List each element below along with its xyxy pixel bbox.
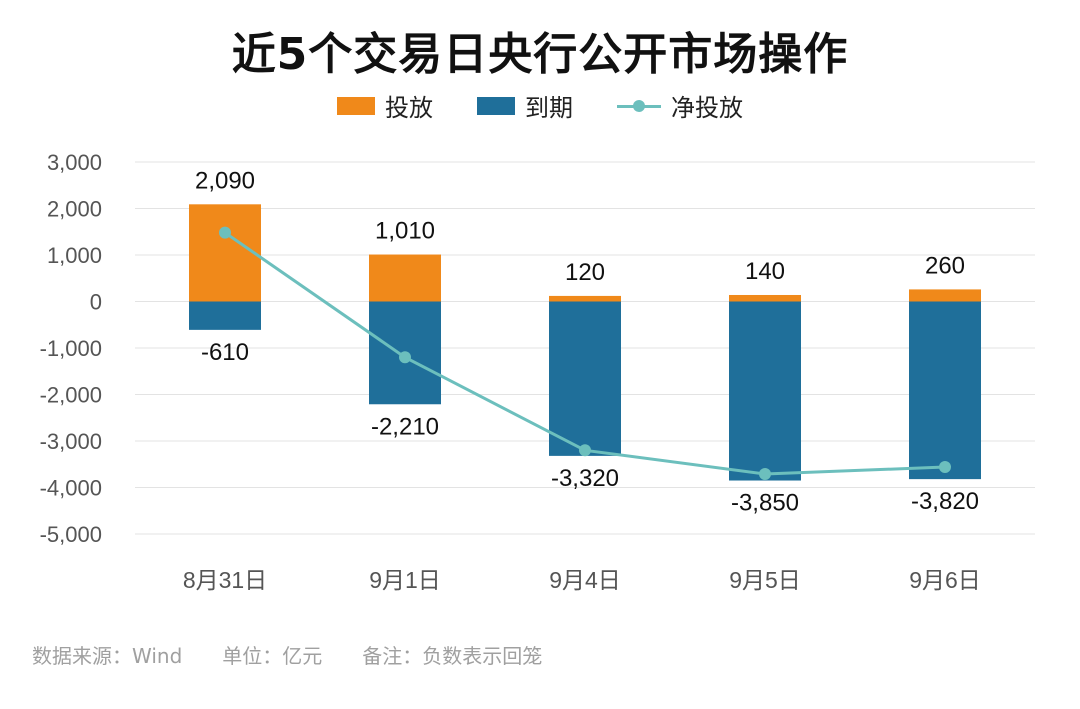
footer-source: 数据来源：Wind	[32, 644, 183, 668]
chart-title: 近5个交易日央行公开市场操作	[231, 29, 849, 80]
point-net	[399, 351, 411, 364]
y-tick-label: -4,000	[40, 476, 102, 501]
legend: 投放 到期 净投放	[0, 88, 1080, 123]
data-label-maturity: -3,850	[731, 490, 799, 517]
y-tick-label: -3,000	[40, 429, 102, 454]
legend-item-net: 净投放	[617, 88, 743, 123]
bar-release	[369, 254, 441, 302]
data-label-maturity: -2,210	[371, 413, 439, 440]
bar-release	[909, 289, 981, 302]
point-net	[759, 468, 771, 481]
bar-maturity	[549, 301, 621, 456]
footer-note: 备注：负数表示回笼	[362, 644, 543, 668]
data-label-maturity: -610	[201, 339, 249, 366]
point-net	[939, 461, 951, 474]
y-tick-label: -1,000	[40, 336, 102, 361]
footer-unit: 单位：亿元	[222, 644, 323, 668]
legend-label-release: 投放	[385, 94, 433, 122]
bar-maturity	[729, 301, 801, 481]
x-tick-label: 8月31日	[183, 567, 267, 593]
x-tick-label: 9月5日	[729, 567, 801, 593]
data-label-maturity: -3,320	[551, 465, 619, 492]
bar-maturity	[909, 301, 981, 480]
legend-swatch-maturity	[477, 96, 515, 115]
data-label-release: 260	[925, 252, 965, 279]
bar-release	[549, 295, 621, 302]
legend-item-release: 投放	[337, 88, 433, 123]
data-label-release: 1,010	[375, 218, 435, 245]
legend-label-maturity: 到期	[525, 94, 573, 122]
x-tick-label: 9月1日	[369, 567, 441, 593]
y-tick-label: 3,000	[47, 150, 102, 175]
point-net	[579, 444, 591, 457]
legend-item-maturity: 到期	[477, 88, 573, 123]
bar-maturity	[189, 301, 261, 330]
bar-release	[729, 294, 801, 302]
footer: 数据来源：Wind 单位：亿元 备注：负数表示回笼	[32, 640, 542, 669]
data-label-release: 120	[565, 259, 605, 286]
data-label-release: 2,090	[195, 167, 255, 194]
x-tick-label: 9月4日	[549, 567, 621, 593]
data-label-maturity: -3,820	[911, 488, 979, 515]
x-tick-label: 9月6日	[909, 567, 981, 593]
y-tick-label: 0	[90, 290, 102, 315]
point-net	[219, 226, 231, 239]
y-tick-label: -5,000	[40, 522, 102, 547]
legend-swatch-release	[337, 96, 375, 115]
legend-swatch-net	[617, 97, 661, 115]
y-tick-label: 1,000	[47, 243, 102, 268]
y-tick-label: 2,000	[47, 197, 102, 222]
y-tick-label: -2,000	[40, 383, 102, 408]
bar-release	[189, 204, 261, 302]
legend-label-net: 净投放	[671, 94, 743, 122]
data-label-release: 140	[745, 258, 785, 285]
